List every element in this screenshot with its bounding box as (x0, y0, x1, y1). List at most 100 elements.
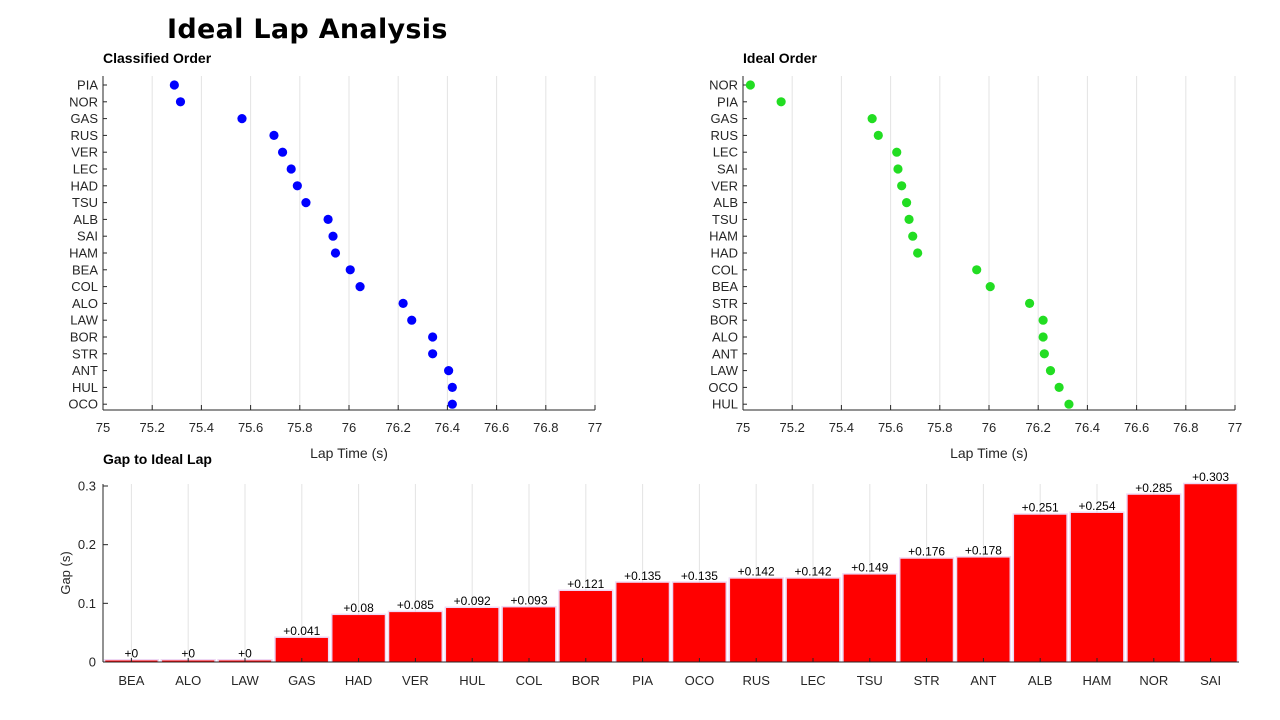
data-point (175, 97, 186, 107)
data-point (237, 114, 247, 124)
data-point (908, 231, 918, 241)
data-point (904, 214, 914, 224)
x-tick-label: ALB (1028, 673, 1053, 688)
y-tick-label: ALB (73, 212, 98, 227)
bar-value-label: +0.285 (1135, 481, 1172, 495)
data-point (913, 248, 923, 258)
y-tick-label: COL (71, 279, 98, 294)
bar-value-label: +0.135 (681, 569, 718, 583)
bar-value-label: +0.093 (510, 593, 547, 607)
bar-value-label: +0 (238, 647, 252, 661)
x-tick-label: BOR (572, 673, 600, 688)
y-tick-label: ANT (72, 363, 98, 378)
y-tick-label: 0 (89, 655, 96, 670)
y-tick-label: BEA (72, 262, 98, 277)
x-tick-label: 75 (736, 420, 750, 435)
bar (502, 607, 556, 662)
x-tick-label: 76.8 (533, 420, 558, 435)
y-tick-label: NOR (69, 94, 98, 109)
data-point (447, 399, 457, 409)
bar-value-label: +0.303 (1192, 470, 1229, 484)
y-tick-label: 0.1 (78, 596, 96, 611)
x-tick-label: 77 (588, 420, 602, 435)
data-point (301, 198, 311, 208)
scatter-panel-1: 75 75.2 75.4 75.6 75.8 76 76.2 76.4 76.6 76.8 77 PI… (68, 50, 602, 461)
y-tick-label: LAW (70, 313, 98, 328)
x-tick-label: 76.2 (386, 420, 411, 435)
y-tick-label: ALB (713, 195, 738, 210)
data-point (345, 265, 355, 275)
data-point (292, 181, 302, 191)
data-point (398, 298, 408, 308)
y-tick-label: SAI (77, 229, 98, 244)
bar-value-label: +0.142 (738, 565, 775, 579)
y-tick-label: HAD (711, 246, 738, 261)
x-tick-label: HUL (459, 673, 485, 688)
data-point (745, 80, 755, 90)
bar (1127, 494, 1180, 662)
y-tick-label: TSU (712, 212, 738, 227)
x-tick-label: 76.6 (1124, 420, 1149, 435)
y-tick-label: NOR (709, 78, 738, 93)
bar-value-label: +0.08 (343, 601, 374, 615)
data-point (323, 214, 333, 224)
data-point (985, 282, 995, 292)
data-point (776, 97, 786, 107)
data-point (893, 164, 903, 174)
bar (275, 637, 328, 662)
bar (1184, 484, 1237, 662)
data-point (1045, 366, 1056, 376)
x-tick-label: 75.6 (878, 420, 903, 435)
bar-value-label: +0.092 (454, 594, 491, 608)
x-tick-label: 75.4 (189, 420, 214, 435)
data-point (1054, 382, 1064, 392)
bar (957, 557, 1010, 662)
bar-value-label: +0 (125, 647, 139, 661)
x-axis-label: Lap Time (s) (950, 445, 1028, 461)
x-tick-label: HAM (1083, 673, 1112, 688)
x-tick-label: LAW (231, 673, 259, 688)
data-point (1064, 399, 1074, 409)
bar (786, 578, 840, 662)
data-point (892, 147, 902, 157)
bar-value-label: +0 (181, 647, 195, 661)
x-tick-label: 76.4 (435, 420, 460, 435)
x-tick-label: LEC (800, 673, 825, 688)
data-point (169, 80, 179, 90)
x-tick-label: 76 (342, 420, 356, 435)
bar-value-label: +0.142 (794, 565, 831, 579)
data-point (330, 248, 341, 258)
panel-title: Classified Order (103, 50, 212, 66)
x-tick-label: ALO (175, 673, 201, 688)
data-point (277, 147, 288, 157)
y-tick-label: STR (712, 296, 738, 311)
data-point (286, 164, 296, 174)
x-tick-label: OCO (685, 673, 715, 688)
y-tick-label: RUS (71, 128, 99, 143)
y-tick-label: HUL (72, 380, 98, 395)
x-tick-label: 75.4 (829, 420, 854, 435)
data-point (1039, 349, 1049, 359)
bar (843, 574, 896, 662)
x-tick-label: HAD (345, 673, 372, 688)
bar (559, 591, 612, 662)
y-tick-label: BOR (70, 330, 98, 345)
bar (673, 582, 726, 662)
data-point (1038, 315, 1048, 325)
data-point (867, 114, 877, 124)
y-tick-label: LAW (710, 363, 738, 378)
scatter-panel-2: 75 75.2 75.4 75.6 75.8 76 76.2 76.4 76.6 76.8 77 NO… (708, 50, 1242, 461)
y-tick-label: SAI (717, 162, 738, 177)
x-tick-label: GAS (288, 673, 316, 688)
bar-value-label: +0.041 (283, 624, 320, 638)
y-tick-label: 0.2 (78, 537, 96, 552)
bar-value-label: +0.121 (567, 577, 604, 591)
y-tick-label: PIA (717, 94, 738, 109)
y-tick-label: LEC (713, 145, 738, 160)
x-tick-label: 75.8 (287, 420, 312, 435)
data-point (447, 382, 457, 392)
bar (389, 612, 442, 662)
y-tick-label: VER (711, 178, 738, 193)
bar (900, 558, 953, 662)
